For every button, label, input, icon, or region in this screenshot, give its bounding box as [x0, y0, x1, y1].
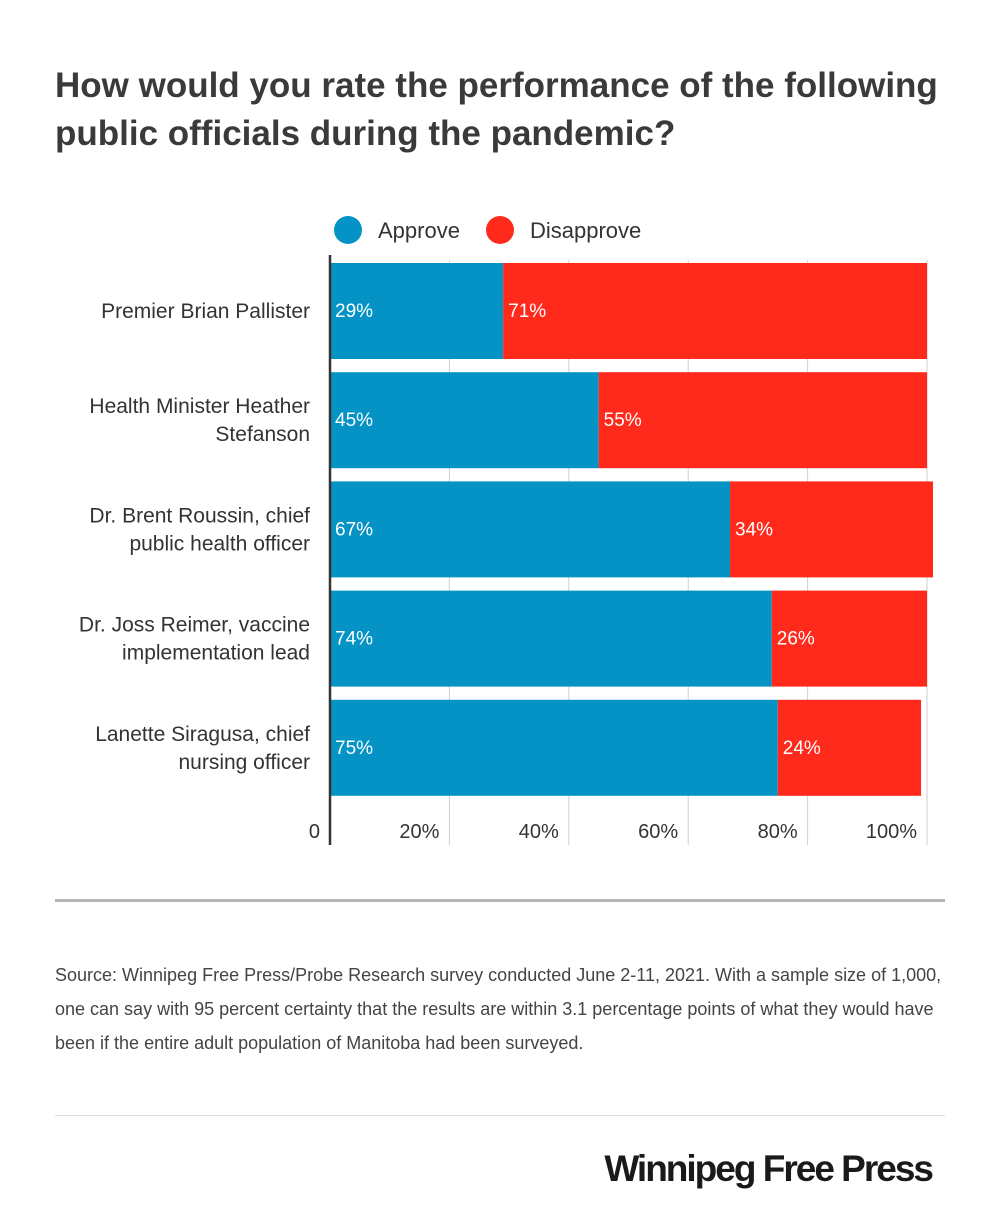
data-label-disapprove: 71% [508, 301, 546, 322]
category-label: Lanette Siragusa, chief nursing officer [95, 723, 310, 774]
x-tick-label: 100% [866, 821, 917, 843]
section-divider [55, 899, 945, 902]
x-tick-label: 40% [519, 821, 559, 843]
bar-approve [330, 372, 599, 469]
data-label-approve: 45% [335, 410, 373, 431]
source-note: Source: Winnipeg Free Press/Probe Resear… [55, 965, 942, 1053]
legend-label-disapprove: Disapprove [530, 218, 641, 243]
category-label: Health Minister Heather Stefanson [89, 395, 310, 446]
data-label-approve: 67% [335, 519, 373, 540]
footer-divider [55, 1115, 945, 1116]
category-label: Dr. Joss Reimer, vaccine implementation l… [79, 614, 310, 665]
bar-disapprove [777, 699, 922, 796]
bar-approve [330, 481, 731, 578]
publisher-logo: Winnipeg Free Press [604, 1148, 934, 1189]
category-label: Premier Brian Pallister [101, 300, 310, 323]
chart-title: How would you rate the performance of th… [55, 66, 938, 153]
data-label-approve: 29% [335, 301, 373, 322]
x-tick-label: 20% [399, 821, 439, 843]
x-tick-label: 60% [638, 821, 678, 843]
bar-approve [330, 590, 772, 687]
data-label-approve: 75% [335, 738, 373, 759]
bar-approve [330, 699, 778, 796]
data-label-approve: 74% [335, 629, 373, 650]
legend-label-approve: Approve [378, 218, 460, 243]
bar-disapprove [598, 372, 928, 469]
data-label-disapprove: 26% [777, 629, 815, 650]
bar-disapprove [771, 590, 928, 687]
data-label-disapprove: 34% [735, 519, 773, 540]
legend-swatch-disapprove [486, 216, 514, 244]
legend-swatch-approve [334, 216, 362, 244]
category-label: Dr. Brent Roussin, chief public health of… [89, 504, 310, 555]
bar-approve [330, 263, 504, 359]
x-tick-label: 0 [309, 821, 320, 843]
bar-disapprove [730, 481, 933, 578]
stacked-bar-chart: Approve Disapprove 0 20% 40% 60% 80% 100% 29% 71%… [79, 216, 933, 845]
data-label-disapprove: 55% [604, 410, 642, 431]
x-tick-label: 80% [758, 821, 798, 843]
bar-disapprove [503, 263, 928, 359]
data-label-disapprove: 24% [783, 738, 821, 759]
